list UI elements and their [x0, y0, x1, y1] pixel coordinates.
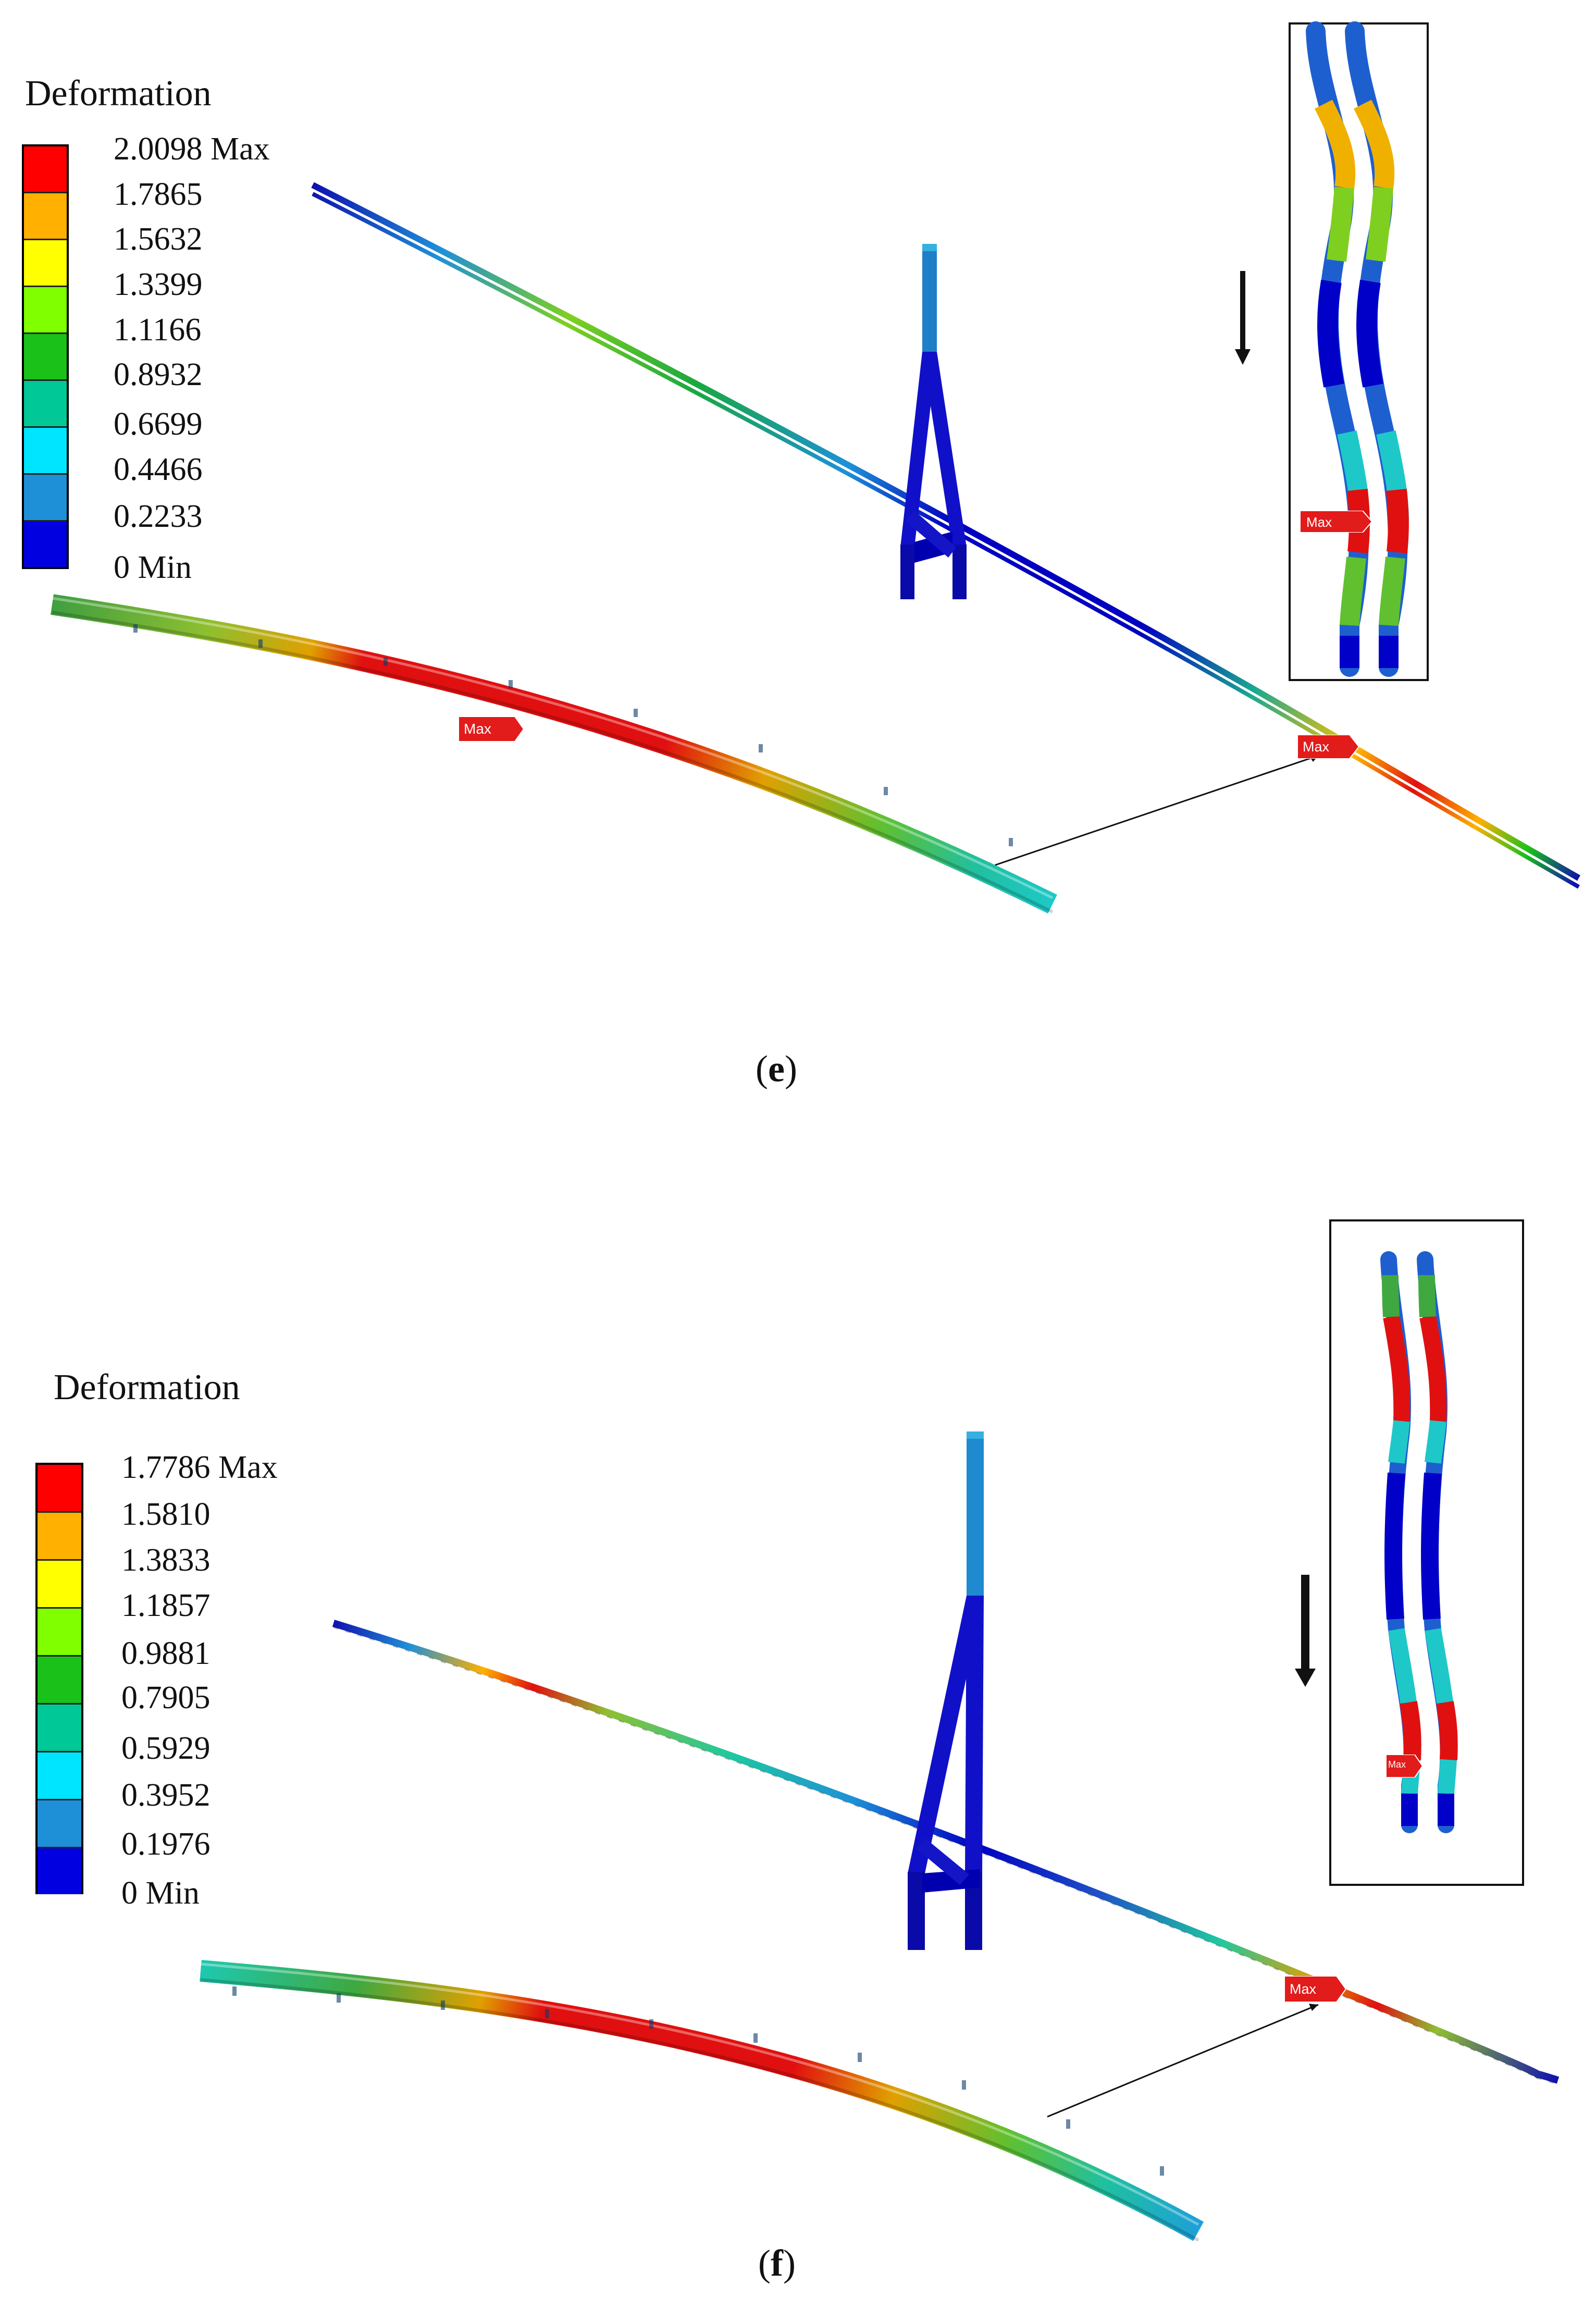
legend-label-9: 0 Min	[121, 1875, 200, 1911]
scale-band-3	[38, 1752, 81, 1800]
color-scale-bar	[35, 1463, 83, 1894]
legend-label-0: 2.0098 Max	[114, 131, 270, 167]
scale-band-4	[38, 1705, 81, 1752]
max-tag-inset: Max	[1385, 1754, 1424, 1778]
load-direction-arrow	[1295, 1575, 1316, 1687]
pylon	[900, 244, 967, 599]
legend-label-9: 0 Min	[114, 550, 192, 585]
legend-label-5: 0.8932	[114, 357, 203, 392]
panel-f: Max Max Deformation 1.7786 Max 1.5810 1.…	[0, 1160, 1596, 2321]
caption-e: (e)	[756, 1048, 797, 1090]
scale-band-7	[38, 1561, 81, 1609]
legend-label-2: 1.5632	[114, 221, 203, 257]
color-scale-bar	[22, 144, 69, 569]
legend-label-2: 1.3833	[121, 1542, 211, 1578]
deformation-scene-f	[200, 1219, 1560, 2242]
deformation-scene-e	[51, 21, 1580, 913]
legend-label-8: 0.1976	[121, 1826, 211, 1862]
legend-label-1: 1.7865	[114, 177, 203, 212]
legend-label-4: 1.1166	[114, 312, 202, 348]
legend-label-4: 0.9881	[121, 1636, 211, 1671]
caption-f: (f)	[758, 2242, 796, 2284]
legend-label-0: 1.7786 Max	[121, 1450, 278, 1485]
scale-band-1	[38, 1848, 81, 1894]
max-tag-main: Max	[1297, 734, 1360, 759]
legend-label-1: 1.5810	[121, 1497, 211, 1532]
detail-leader-line	[995, 755, 1319, 866]
scale-band-8	[24, 193, 67, 240]
load-direction-arrow	[1235, 271, 1251, 365]
legend-label-7: 0.3952	[121, 1777, 211, 1813]
panel-e: Max Max Max Deformation 2.0098 Max 1.786…	[0, 0, 1596, 1160]
scale-band-6	[24, 287, 67, 334]
max-tag-inset: Max	[1300, 510, 1373, 533]
scale-band-1	[24, 522, 67, 567]
scale-band-4	[24, 381, 67, 428]
pylon	[908, 1431, 984, 1950]
detail-leader-line	[1047, 2004, 1319, 2118]
scale-band-7	[24, 240, 67, 287]
bridge-deck	[332, 1620, 1560, 2085]
legend-label-3: 1.1857	[121, 1588, 211, 1623]
legend-label-5: 0.7905	[121, 1680, 211, 1715]
scale-band-2	[24, 475, 67, 522]
legend-label-6: 0.5929	[121, 1731, 211, 1766]
scale-band-8	[38, 1513, 81, 1561]
deck-detail	[200, 1960, 1204, 2242]
deck-detail	[51, 594, 1057, 913]
scale-band-9	[38, 1465, 81, 1513]
max-tag-main: Max	[1284, 1976, 1347, 2003]
inset-cables	[1380, 1251, 1458, 1833]
max-tag-detail: Max	[458, 716, 525, 742]
legend-label-6: 0.6699	[114, 406, 203, 442]
scale-band-5	[24, 334, 67, 381]
legend-label-3: 1.3399	[114, 267, 203, 302]
legend-label-7: 0.4466	[114, 452, 203, 487]
scale-band-5	[38, 1657, 81, 1705]
legend-title: Deformation	[25, 73, 212, 114]
scale-band-3	[24, 428, 67, 475]
scale-band-6	[38, 1609, 81, 1657]
bridge-deck	[311, 182, 1580, 889]
scale-band-9	[24, 146, 67, 193]
scale-band-2	[38, 1800, 81, 1848]
legend-label-8: 0.2233	[114, 499, 203, 534]
legend-title: Deformation	[54, 1367, 240, 1408]
